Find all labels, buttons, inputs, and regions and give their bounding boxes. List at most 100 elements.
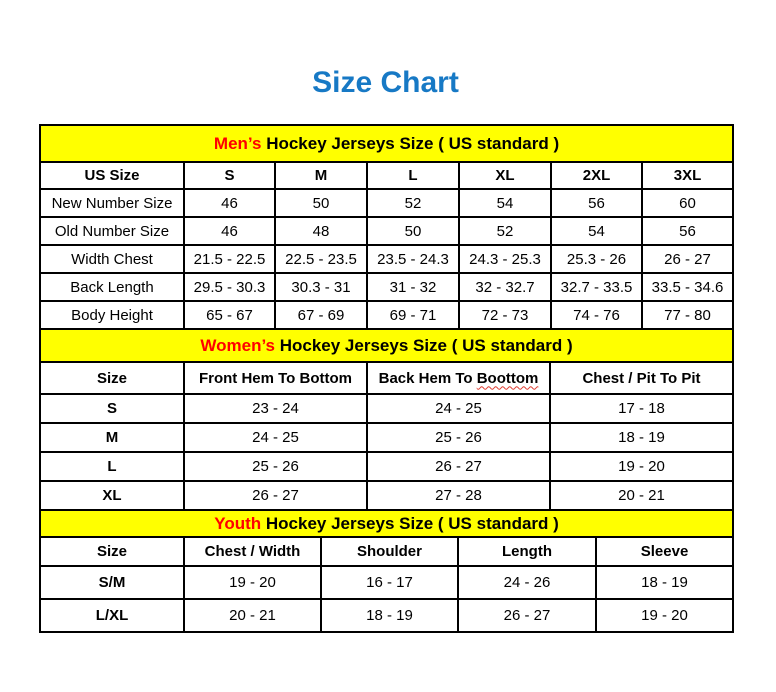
table-row: New Number Size 46 50 52 54 56 60 [39, 188, 735, 218]
col-header-chest-pit: Chest / Pit To Pit [548, 361, 735, 395]
table-cell: 60 [640, 188, 735, 218]
womens-header-row: Size Front Hem To Bottom Back Hem To Boo… [39, 361, 735, 395]
table-cell: 19 - 20 [548, 451, 735, 482]
mens-header-row: US Size S M L XL 2XL 3XL [39, 161, 735, 190]
row-label: Old Number Size [39, 216, 185, 246]
youth-section-title: Youth Hockey Jerseys Size ( US standard … [38, 509, 735, 538]
table-row: M 24 - 25 25 - 26 18 - 19 [39, 422, 735, 453]
table-cell: 52 [458, 216, 552, 246]
womens-section-rest: Hockey Jerseys Size ( US standard ) [275, 335, 573, 355]
table-cell: 19 - 20 [594, 598, 735, 633]
table-row: S 23 - 24 24 - 25 17 - 18 [39, 393, 735, 424]
row-label: Width Chest [39, 244, 185, 274]
col-header-back-hem: Back Hem To Boottom [366, 361, 551, 395]
table-row: S/M 19 - 20 16 - 17 24 - 26 18 - 19 [39, 565, 735, 600]
table-cell: 26 - 27 [366, 451, 551, 482]
table-cell: 16 - 17 [320, 565, 459, 600]
table-cell: 65 - 67 [183, 300, 276, 330]
table-cell: 69 - 71 [366, 300, 460, 330]
mens-section-highlight: Men’s [213, 133, 262, 153]
row-label: New Number Size [39, 188, 185, 218]
col-header-m: M [274, 161, 368, 190]
table-cell: 29.5 - 30.3 [183, 272, 276, 302]
col-header-size: Size [39, 361, 185, 395]
table-cell: 18 - 19 [320, 598, 459, 633]
womens-size-table: Women’s Hockey Jerseys Size ( US standar… [38, 328, 735, 511]
table-cell: 26 - 27 [457, 598, 597, 633]
table-cell: 22.5 - 23.5 [274, 244, 368, 274]
table-row: XL 26 - 27 27 - 28 20 - 21 [39, 480, 735, 511]
row-label: M [39, 422, 185, 453]
row-label: XL [39, 480, 185, 511]
table-row: Old Number Size 46 48 50 52 54 56 [39, 216, 735, 246]
table-cell: 20 - 21 [183, 598, 322, 633]
col-header-chest-width: Chest / Width [183, 536, 322, 567]
table-cell: 25 - 26 [183, 451, 368, 482]
table-cell: 25.3 - 26 [550, 244, 643, 274]
row-label: S [39, 393, 185, 424]
womens-section-band: Women’s Hockey Jerseys Size ( US standar… [38, 328, 735, 363]
table-cell: 50 [366, 216, 460, 246]
row-label: Body Height [39, 300, 185, 330]
col-header-xl: XL [458, 161, 552, 190]
table-cell: 17 - 18 [548, 393, 735, 424]
table-row: L/XL 20 - 21 18 - 19 26 - 27 19 - 20 [39, 598, 735, 633]
table-cell: 32 - 32.7 [458, 272, 552, 302]
womens-section-title: Women’s Hockey Jerseys Size ( US standar… [38, 328, 735, 363]
mens-section-title: Men’s Hockey Jerseys Size ( US standard … [38, 124, 735, 163]
table-cell: 72 - 73 [458, 300, 552, 330]
col-header-s: S [183, 161, 276, 190]
womens-section-highlight: Women’s [200, 335, 275, 355]
table-cell: 20 - 21 [548, 480, 735, 511]
table-cell: 74 - 76 [550, 300, 643, 330]
col-header-shoulder: Shoulder [320, 536, 459, 567]
table-cell: 52 [366, 188, 460, 218]
col-header-us-size: US Size [39, 161, 185, 190]
youth-section-rest: Hockey Jerseys Size ( US standard ) [261, 513, 559, 533]
table-cell: 46 [183, 188, 276, 218]
table-cell: 46 [183, 216, 276, 246]
row-label: S/M [39, 565, 185, 600]
col-header-size: Size [39, 536, 185, 567]
table-cell: 30.3 - 31 [274, 272, 368, 302]
table-cell: 26 - 27 [183, 480, 368, 511]
mens-size-table: Men’s Hockey Jerseys Size ( US standard … [38, 124, 735, 330]
mens-section-band: Men’s Hockey Jerseys Size ( US standard … [38, 124, 735, 163]
col-header-l: L [366, 161, 460, 190]
table-cell: 48 [274, 216, 368, 246]
table-cell: 21.5 - 22.5 [183, 244, 276, 274]
col-header-length: Length [457, 536, 597, 567]
table-row: L 25 - 26 26 - 27 19 - 20 [39, 451, 735, 482]
table-cell: 77 - 80 [640, 300, 735, 330]
youth-section-band: Youth Hockey Jerseys Size ( US standard … [38, 509, 735, 538]
table-cell: 18 - 19 [594, 565, 735, 600]
back-hem-prefix: Back Hem To [378, 369, 477, 387]
table-cell: 50 [274, 188, 368, 218]
col-header-2xl: 2XL [550, 161, 643, 190]
table-row: Width Chest 21.5 - 22.5 22.5 - 23.5 23.5… [39, 244, 735, 274]
table-cell: 27 - 28 [366, 480, 551, 511]
table-cell: 24 - 25 [366, 393, 551, 424]
back-hem-misspelled-word: Boottom [476, 369, 539, 387]
row-label: L [39, 451, 185, 482]
table-cell: 25 - 26 [366, 422, 551, 453]
mens-section-rest: Hockey Jerseys Size ( US standard ) [261, 133, 560, 153]
table-cell: 18 - 19 [548, 422, 735, 453]
table-cell: 56 [550, 188, 643, 218]
youth-section-highlight: Youth [214, 513, 262, 533]
table-cell: 19 - 20 [183, 565, 322, 600]
youth-size-table: Youth Hockey Jerseys Size ( US standard … [38, 509, 735, 633]
table-cell: 56 [640, 216, 735, 246]
youth-header-row: Size Chest / Width Shoulder Length Sleev… [39, 536, 735, 567]
table-cell: 67 - 69 [274, 300, 368, 330]
page-title: Size Chart [312, 66, 459, 99]
table-cell: 23.5 - 24.3 [366, 244, 460, 274]
col-header-3xl: 3XL [640, 161, 735, 190]
table-cell: 31 - 32 [366, 272, 460, 302]
table-row: Back Length 29.5 - 30.3 30.3 - 31 31 - 3… [39, 272, 735, 302]
table-cell: 24 - 26 [457, 565, 597, 600]
table-row: Body Height 65 - 67 67 - 69 69 - 71 72 -… [39, 300, 735, 330]
table-cell: 54 [458, 188, 552, 218]
table-cell: 24.3 - 25.3 [458, 244, 552, 274]
table-cell: 54 [550, 216, 643, 246]
